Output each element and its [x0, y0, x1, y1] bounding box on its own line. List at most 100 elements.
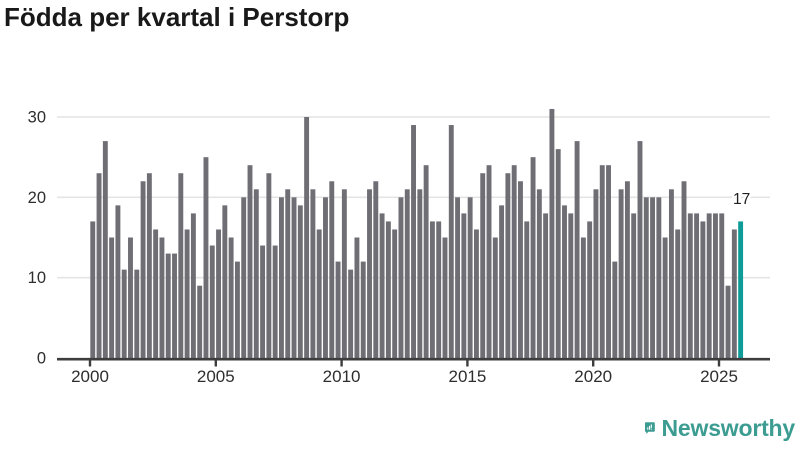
- bar: [341, 189, 347, 358]
- x-tick-label: 2015: [448, 367, 486, 386]
- bar: [587, 221, 593, 358]
- bar: [360, 261, 366, 358]
- bar: [429, 221, 435, 358]
- bar: [247, 165, 253, 358]
- bar: [719, 213, 725, 358]
- bar: [190, 213, 196, 358]
- bar: [486, 165, 492, 358]
- y-tick-label: 10: [28, 269, 46, 287]
- bar: [234, 261, 240, 358]
- bar: [109, 237, 115, 358]
- bar: [706, 213, 712, 358]
- bar: [392, 229, 398, 358]
- bar: [461, 213, 467, 358]
- bar: [411, 125, 416, 358]
- bar: [580, 237, 586, 358]
- bar: [536, 189, 542, 358]
- bar: [448, 125, 454, 358]
- bar: [316, 229, 322, 358]
- bar: [285, 189, 291, 358]
- bar: [593, 189, 599, 358]
- chart-title: Födda per kvartal i Perstorp: [4, 2, 350, 32]
- bar: [90, 221, 96, 358]
- bar: [543, 213, 549, 358]
- x-tick-label: 2000: [71, 367, 109, 386]
- bar: [253, 189, 259, 358]
- bar: [436, 221, 442, 358]
- bar: [172, 253, 177, 358]
- bar: [713, 213, 718, 358]
- bar: [480, 173, 486, 358]
- bar: [518, 181, 523, 358]
- bar: [650, 197, 656, 358]
- brand-name: Newsworthy: [661, 414, 796, 441]
- bar: [681, 181, 687, 358]
- bar: [524, 221, 530, 358]
- bar: [574, 141, 580, 358]
- bar: [184, 229, 190, 358]
- bar: [373, 181, 379, 358]
- bar: [140, 181, 146, 358]
- bar: [367, 189, 372, 358]
- x-tick-label: 2025: [700, 367, 738, 386]
- bar: [562, 205, 567, 358]
- bar: [134, 269, 140, 358]
- y-tick-label: 0: [37, 350, 46, 368]
- bar: [197, 285, 203, 358]
- bar: [385, 221, 391, 358]
- bar: [631, 213, 637, 358]
- y-tick-label: 30: [28, 109, 46, 127]
- y-tick-label: 20: [28, 189, 46, 207]
- bar: [260, 245, 266, 358]
- bar: [612, 261, 618, 358]
- bar: [329, 181, 335, 358]
- bar: [694, 213, 700, 358]
- bar: [266, 173, 272, 358]
- bar: [241, 197, 247, 358]
- bar: [379, 213, 385, 358]
- newsworthy-logo[interactable]: Newsworthy: [645, 411, 795, 445]
- bar: [291, 197, 297, 358]
- bar: [442, 237, 448, 358]
- bar: [492, 237, 498, 358]
- bar: [159, 237, 165, 358]
- bar: [115, 205, 121, 358]
- bar: [511, 165, 517, 358]
- bar: [618, 189, 624, 358]
- bar: [222, 205, 228, 358]
- bar: [102, 141, 108, 358]
- bar: [304, 117, 310, 358]
- bar: [121, 269, 127, 358]
- bar: [165, 253, 171, 358]
- bar: [549, 108, 555, 358]
- x-tick-label: 2020: [574, 367, 612, 386]
- bar: [687, 213, 693, 358]
- bar: [568, 213, 574, 358]
- bar-highlighted: [738, 221, 744, 358]
- bar: [467, 197, 473, 358]
- bar: [731, 229, 737, 358]
- bar: [323, 197, 328, 358]
- x-tick-label: 2010: [323, 367, 361, 386]
- bar: [209, 245, 215, 358]
- bar: [606, 165, 611, 358]
- bar: [637, 141, 643, 358]
- bar: [297, 205, 303, 358]
- bar: [455, 197, 461, 358]
- bar: [530, 157, 536, 358]
- bar: [335, 261, 341, 358]
- bar: [404, 189, 410, 358]
- bar: [668, 189, 674, 358]
- bar: [153, 229, 159, 358]
- bar: [624, 181, 630, 358]
- bar: [146, 173, 152, 358]
- bar: [398, 197, 404, 358]
- bar: [700, 221, 706, 358]
- bar: [279, 197, 284, 358]
- bar: [216, 229, 221, 358]
- bar: [499, 205, 505, 358]
- bar: [354, 237, 360, 358]
